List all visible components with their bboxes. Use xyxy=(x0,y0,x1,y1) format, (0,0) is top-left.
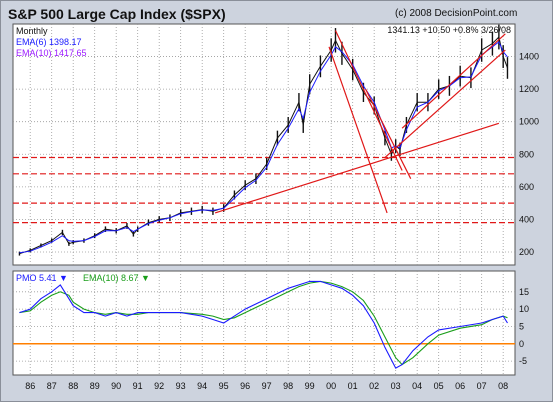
x-tick-label: 90 xyxy=(111,381,121,391)
trend-line xyxy=(384,49,506,158)
x-tick-label: 89 xyxy=(90,381,100,391)
x-tick-label: 93 xyxy=(176,381,186,391)
y-tick-label: 800 xyxy=(519,149,534,159)
x-tick-label: 00 xyxy=(326,381,336,391)
y-tick-label: 1400 xyxy=(519,52,539,62)
pmo-tick-label: 15 xyxy=(519,287,529,297)
x-tick-label: 88 xyxy=(68,381,78,391)
x-tick-label: 94 xyxy=(197,381,207,391)
x-tick-label: 06 xyxy=(455,381,465,391)
trend-line xyxy=(401,33,506,129)
x-tick-label: 08 xyxy=(498,381,508,391)
ema-line xyxy=(19,41,508,254)
pmo-line xyxy=(19,280,508,369)
pmo-ema-line xyxy=(19,280,508,366)
y-tick-label: 1000 xyxy=(519,117,539,127)
x-tick-label: 07 xyxy=(477,381,487,391)
trend-line xyxy=(328,46,388,214)
period-label: Monthly xyxy=(16,26,48,36)
x-tick-label: 92 xyxy=(154,381,164,391)
x-tick-label: 98 xyxy=(283,381,293,391)
x-tick-label: 86 xyxy=(25,381,35,391)
x-tick-label: 87 xyxy=(47,381,57,391)
y-tick-label: 1200 xyxy=(519,84,539,94)
legend-ema6: EMA(6) 1398.17 xyxy=(16,37,82,47)
x-tick-label: 04 xyxy=(412,381,422,391)
x-tick-label: 03 xyxy=(391,381,401,391)
x-tick-label: 97 xyxy=(262,381,272,391)
x-tick-label: 05 xyxy=(434,381,444,391)
x-tick-label: 96 xyxy=(240,381,250,391)
pmo-tick-label: 5 xyxy=(519,321,524,331)
x-tick-label: 91 xyxy=(133,381,143,391)
copyright-text: (c) 2008 DecisionPoint.com xyxy=(395,8,518,19)
legend-pmo-ema: EMA(10) 8.67 ▼ xyxy=(83,273,150,283)
x-tick-label: 02 xyxy=(369,381,379,391)
trend-line xyxy=(334,30,403,171)
y-tick-label: 200 xyxy=(519,247,534,257)
pmo-tick-label: 0 xyxy=(519,339,524,349)
x-tick-label: 01 xyxy=(348,381,358,391)
chart-title: S&P 500 Large Cap Index ($SPX) xyxy=(8,6,226,22)
pmo-tick-label: -5 xyxy=(519,356,527,366)
x-tick-label: 99 xyxy=(305,381,315,391)
price-panel xyxy=(12,23,516,266)
pmo-panel xyxy=(12,270,516,376)
x-tick-label: 95 xyxy=(219,381,229,391)
y-tick-label: 600 xyxy=(519,182,534,192)
trend-line xyxy=(365,88,412,179)
legend-ema10: EMA(10) 1417.65 xyxy=(16,48,87,58)
pmo-tick-label: 10 xyxy=(519,304,529,314)
trend-line xyxy=(214,122,500,214)
legend-pmo: PMO 5.41 ▼ xyxy=(16,273,68,283)
last-quote: 1341.13 +10.50 +0.8% 3/26/08 xyxy=(387,25,511,35)
y-tick-label: 400 xyxy=(519,214,534,224)
